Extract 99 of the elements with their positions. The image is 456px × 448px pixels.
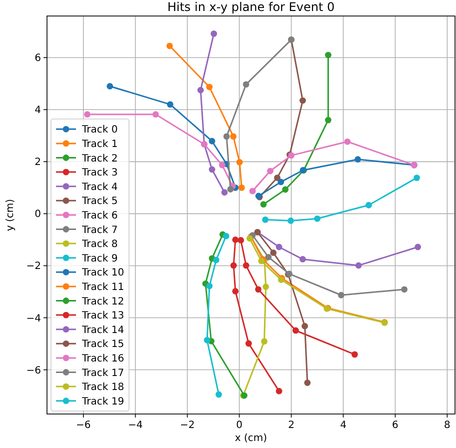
point: [261, 338, 268, 345]
legend-label: Track 15: [81, 339, 124, 350]
point: [230, 133, 237, 140]
x-tick-label: 8: [444, 420, 450, 431]
point: [208, 166, 216, 173]
legend-label: Track 2: [81, 153, 118, 164]
point: [208, 138, 216, 144]
point: [344, 138, 351, 145]
x-tick-label: 0: [236, 420, 242, 431]
point: [414, 244, 422, 250]
legend-label: Track 5: [81, 196, 118, 208]
x-tick-label: −2: [180, 420, 195, 431]
point: [249, 188, 256, 194]
y-tick-label: 0: [34, 209, 41, 220]
y-tick-label: 4: [34, 105, 41, 116]
point: [227, 186, 234, 192]
point: [314, 215, 320, 222]
x-tick-label: 6: [392, 420, 398, 431]
point: [212, 256, 220, 264]
point: [262, 216, 268, 223]
x-tick-label: −4: [128, 420, 143, 431]
legend-label: Track 16: [81, 353, 124, 364]
legend-label: Track 12: [81, 296, 124, 308]
legend-label: Track 3: [81, 168, 118, 179]
point: [300, 97, 306, 104]
point: [324, 52, 332, 58]
legend-label: Track 11: [81, 282, 124, 293]
point: [238, 237, 244, 244]
point: [338, 292, 344, 298]
point: [267, 168, 274, 174]
legend-label: Track 0: [81, 124, 118, 136]
point: [276, 244, 282, 250]
legend-label: Track 17: [81, 368, 124, 379]
point: [218, 162, 226, 168]
point: [351, 351, 358, 358]
point: [216, 391, 222, 398]
point: [166, 101, 174, 108]
legend-label: Track 8: [81, 239, 118, 250]
point: [255, 286, 262, 293]
point: [166, 42, 173, 50]
point: [262, 284, 270, 290]
point: [278, 178, 284, 186]
point: [206, 84, 213, 90]
point: [232, 236, 239, 243]
y-tick-label: 6: [34, 53, 41, 64]
y-tick-label: 2: [34, 157, 41, 168]
legend-label: Track 9: [81, 253, 118, 264]
legend-label: Track 19: [81, 396, 124, 408]
point: [414, 174, 420, 181]
point: [366, 202, 372, 208]
point: [276, 388, 282, 394]
point: [300, 256, 306, 262]
point: [197, 86, 204, 94]
point: [242, 262, 250, 269]
point: [292, 327, 299, 334]
point: [223, 133, 230, 140]
legend-label: Track 18: [81, 382, 124, 394]
y-tick-label: −4: [26, 313, 41, 324]
point: [106, 83, 114, 90]
legend-label: Track 14: [81, 324, 124, 336]
x-tick-label: 4: [340, 420, 346, 431]
point: [206, 282, 213, 290]
y-tick-label: −2: [26, 261, 41, 272]
point: [210, 30, 218, 37]
legend-label: Track 6: [81, 210, 118, 222]
y-axis-title: y (cm): [5, 198, 16, 232]
point: [282, 186, 289, 193]
point: [204, 336, 210, 344]
point: [288, 218, 294, 224]
point: [354, 156, 362, 163]
y-tick-label: −6: [26, 365, 41, 376]
legend-label: Track 7: [81, 224, 118, 236]
chart-title: Hits in x-y plane for Event 0: [167, 0, 335, 14]
point: [265, 254, 272, 260]
point: [230, 262, 237, 269]
point: [401, 286, 408, 293]
point: [274, 174, 280, 181]
point: [221, 189, 228, 196]
point: [304, 380, 311, 386]
legend-label: Track 10: [81, 268, 124, 279]
x-tick-label: 2: [288, 420, 294, 431]
legend-label: Track 13: [81, 310, 124, 322]
x-tick-label: −6: [76, 420, 91, 431]
point: [152, 111, 159, 118]
x-axis-title: x (cm): [234, 433, 268, 444]
point: [245, 340, 252, 347]
point: [260, 201, 267, 208]
point: [324, 116, 332, 124]
legend-label: Track 4: [81, 182, 118, 193]
point: [84, 111, 90, 118]
point: [222, 232, 230, 240]
point: [355, 262, 362, 269]
point: [302, 322, 308, 330]
point: [232, 288, 239, 294]
point: [270, 250, 277, 256]
legend-label: Track 1: [81, 138, 118, 150]
point: [236, 158, 243, 166]
point: [242, 81, 250, 88]
point: [238, 184, 245, 191]
